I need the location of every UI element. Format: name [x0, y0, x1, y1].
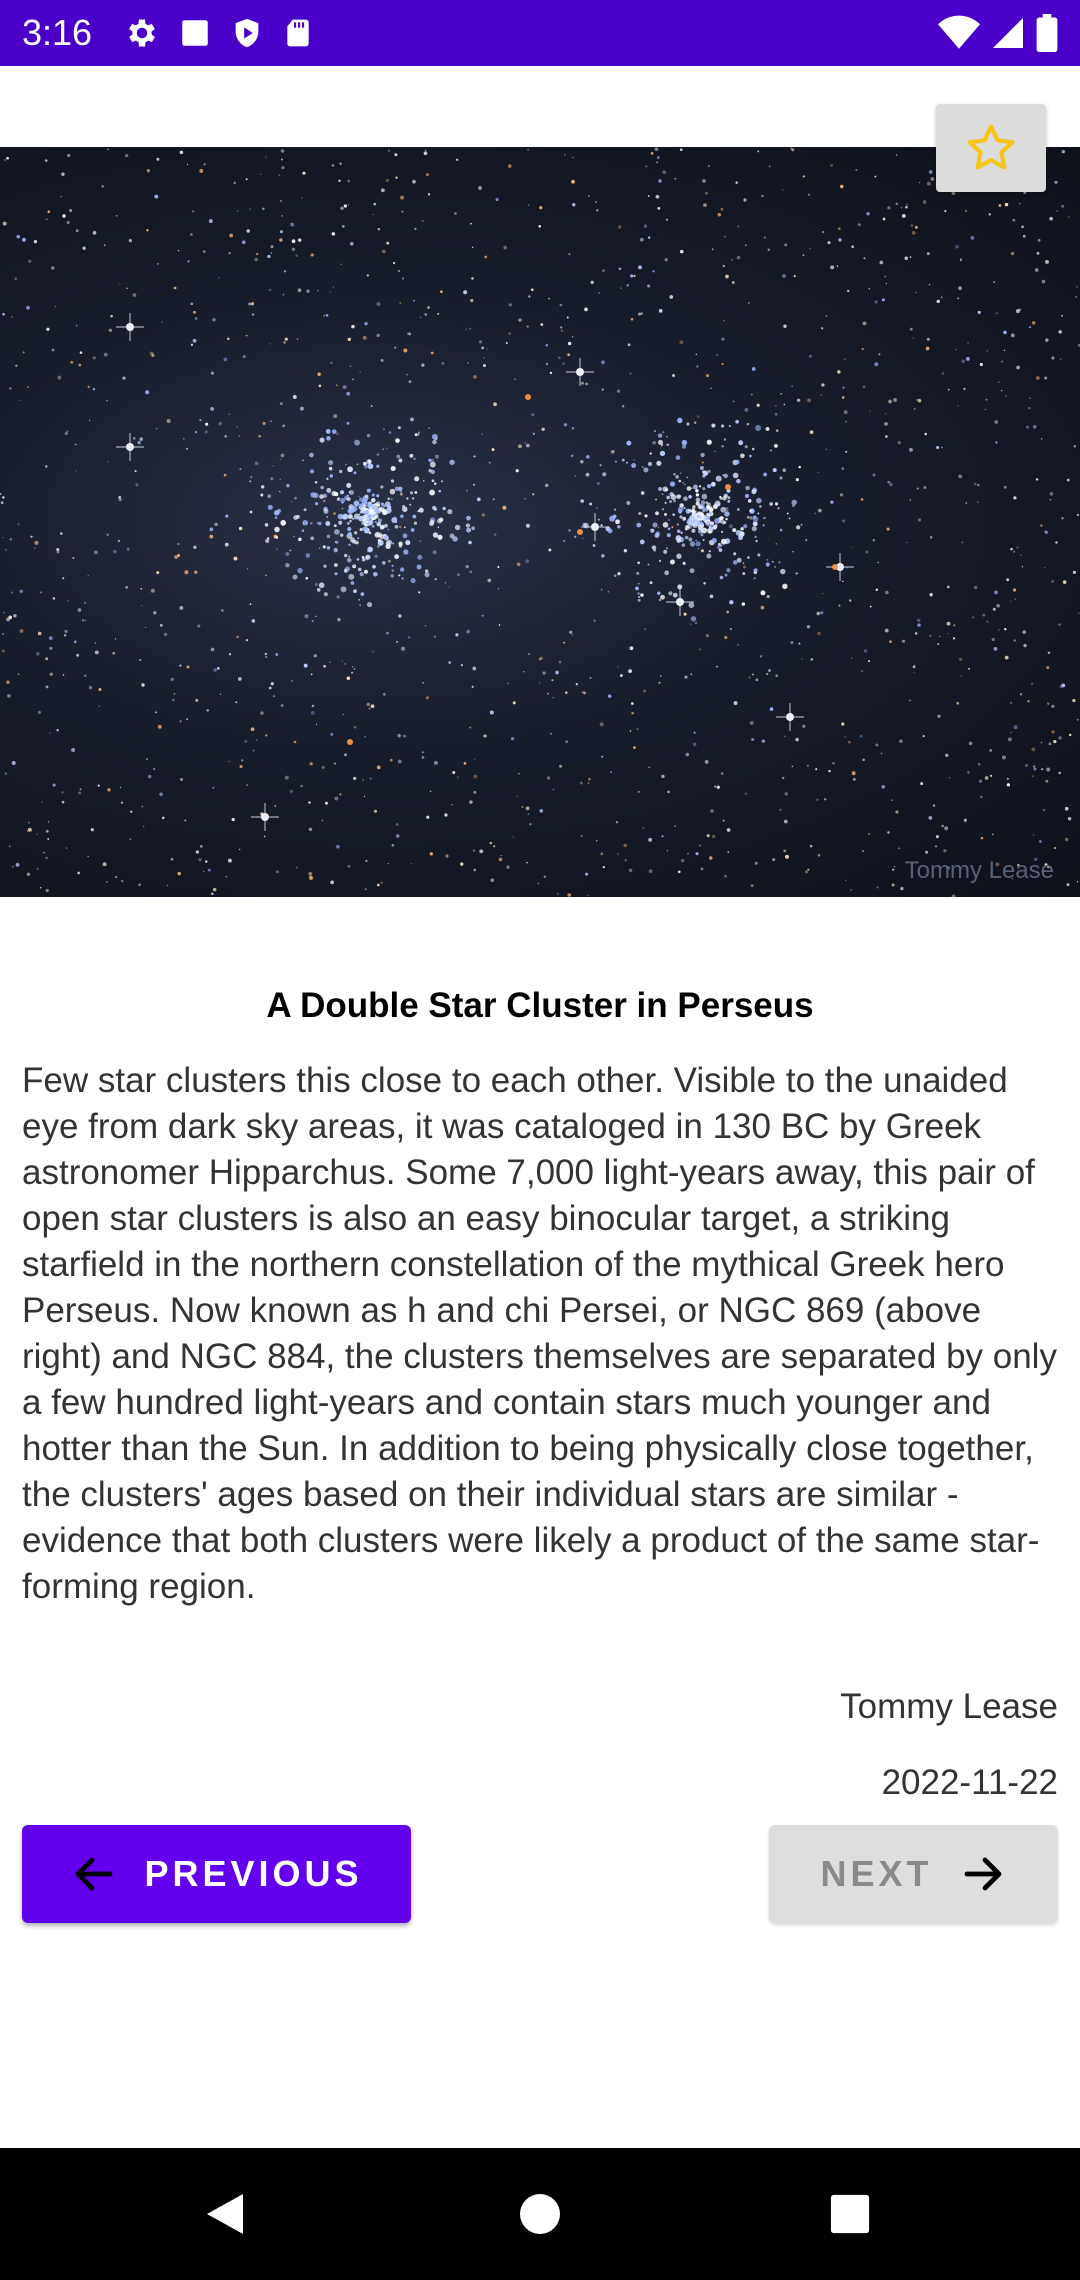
home-button[interactable] — [510, 2184, 570, 2244]
next-label: NEXT — [820, 1853, 933, 1894]
apod-title: A Double Star Cluster in Perseus — [266, 986, 814, 1025]
apod-copyright: Tommy Lease — [840, 1687, 1058, 1726]
wifi-icon — [938, 15, 980, 49]
apod-image: Tommy Lease — [0, 147, 1080, 897]
star-outline-icon — [967, 124, 1015, 170]
battery-icon — [1036, 14, 1058, 52]
previous-label: PREVIOUS — [144, 1853, 363, 1894]
back-button[interactable] — [195, 2184, 255, 2244]
next-button[interactable]: NEXT — [769, 1825, 1058, 1923]
shield-play-icon — [235, 18, 259, 48]
starfield-picture — [0, 147, 1080, 897]
home-icon — [520, 2194, 560, 2234]
status-system-icons — [938, 13, 1058, 53]
gear-icon — [129, 19, 155, 47]
status-time: 3:16 — [22, 12, 93, 53]
square-icon — [182, 20, 208, 46]
recents-icon — [830, 2194, 870, 2234]
apod-explanation: Few star clusters this close to each oth… — [22, 1061, 1057, 1606]
signal-icon — [993, 18, 1023, 48]
image-watermark: Tommy Lease — [904, 857, 1054, 884]
status-notification-icons — [124, 13, 314, 53]
system-navigation-bar — [0, 2148, 1080, 2280]
arrow-left-icon — [76, 1857, 113, 1891]
back-icon — [207, 2194, 243, 2234]
sd-card-icon — [287, 19, 309, 47]
apod-date: 2022-11-22 — [881, 1763, 1058, 1802]
previous-button[interactable]: PREVIOUS — [22, 1825, 411, 1923]
status-bar: 3:16 — [0, 0, 1080, 66]
recents-button[interactable] — [820, 2184, 880, 2244]
arrow-right-icon — [964, 1857, 1001, 1891]
favorite-button[interactable] — [936, 104, 1046, 192]
